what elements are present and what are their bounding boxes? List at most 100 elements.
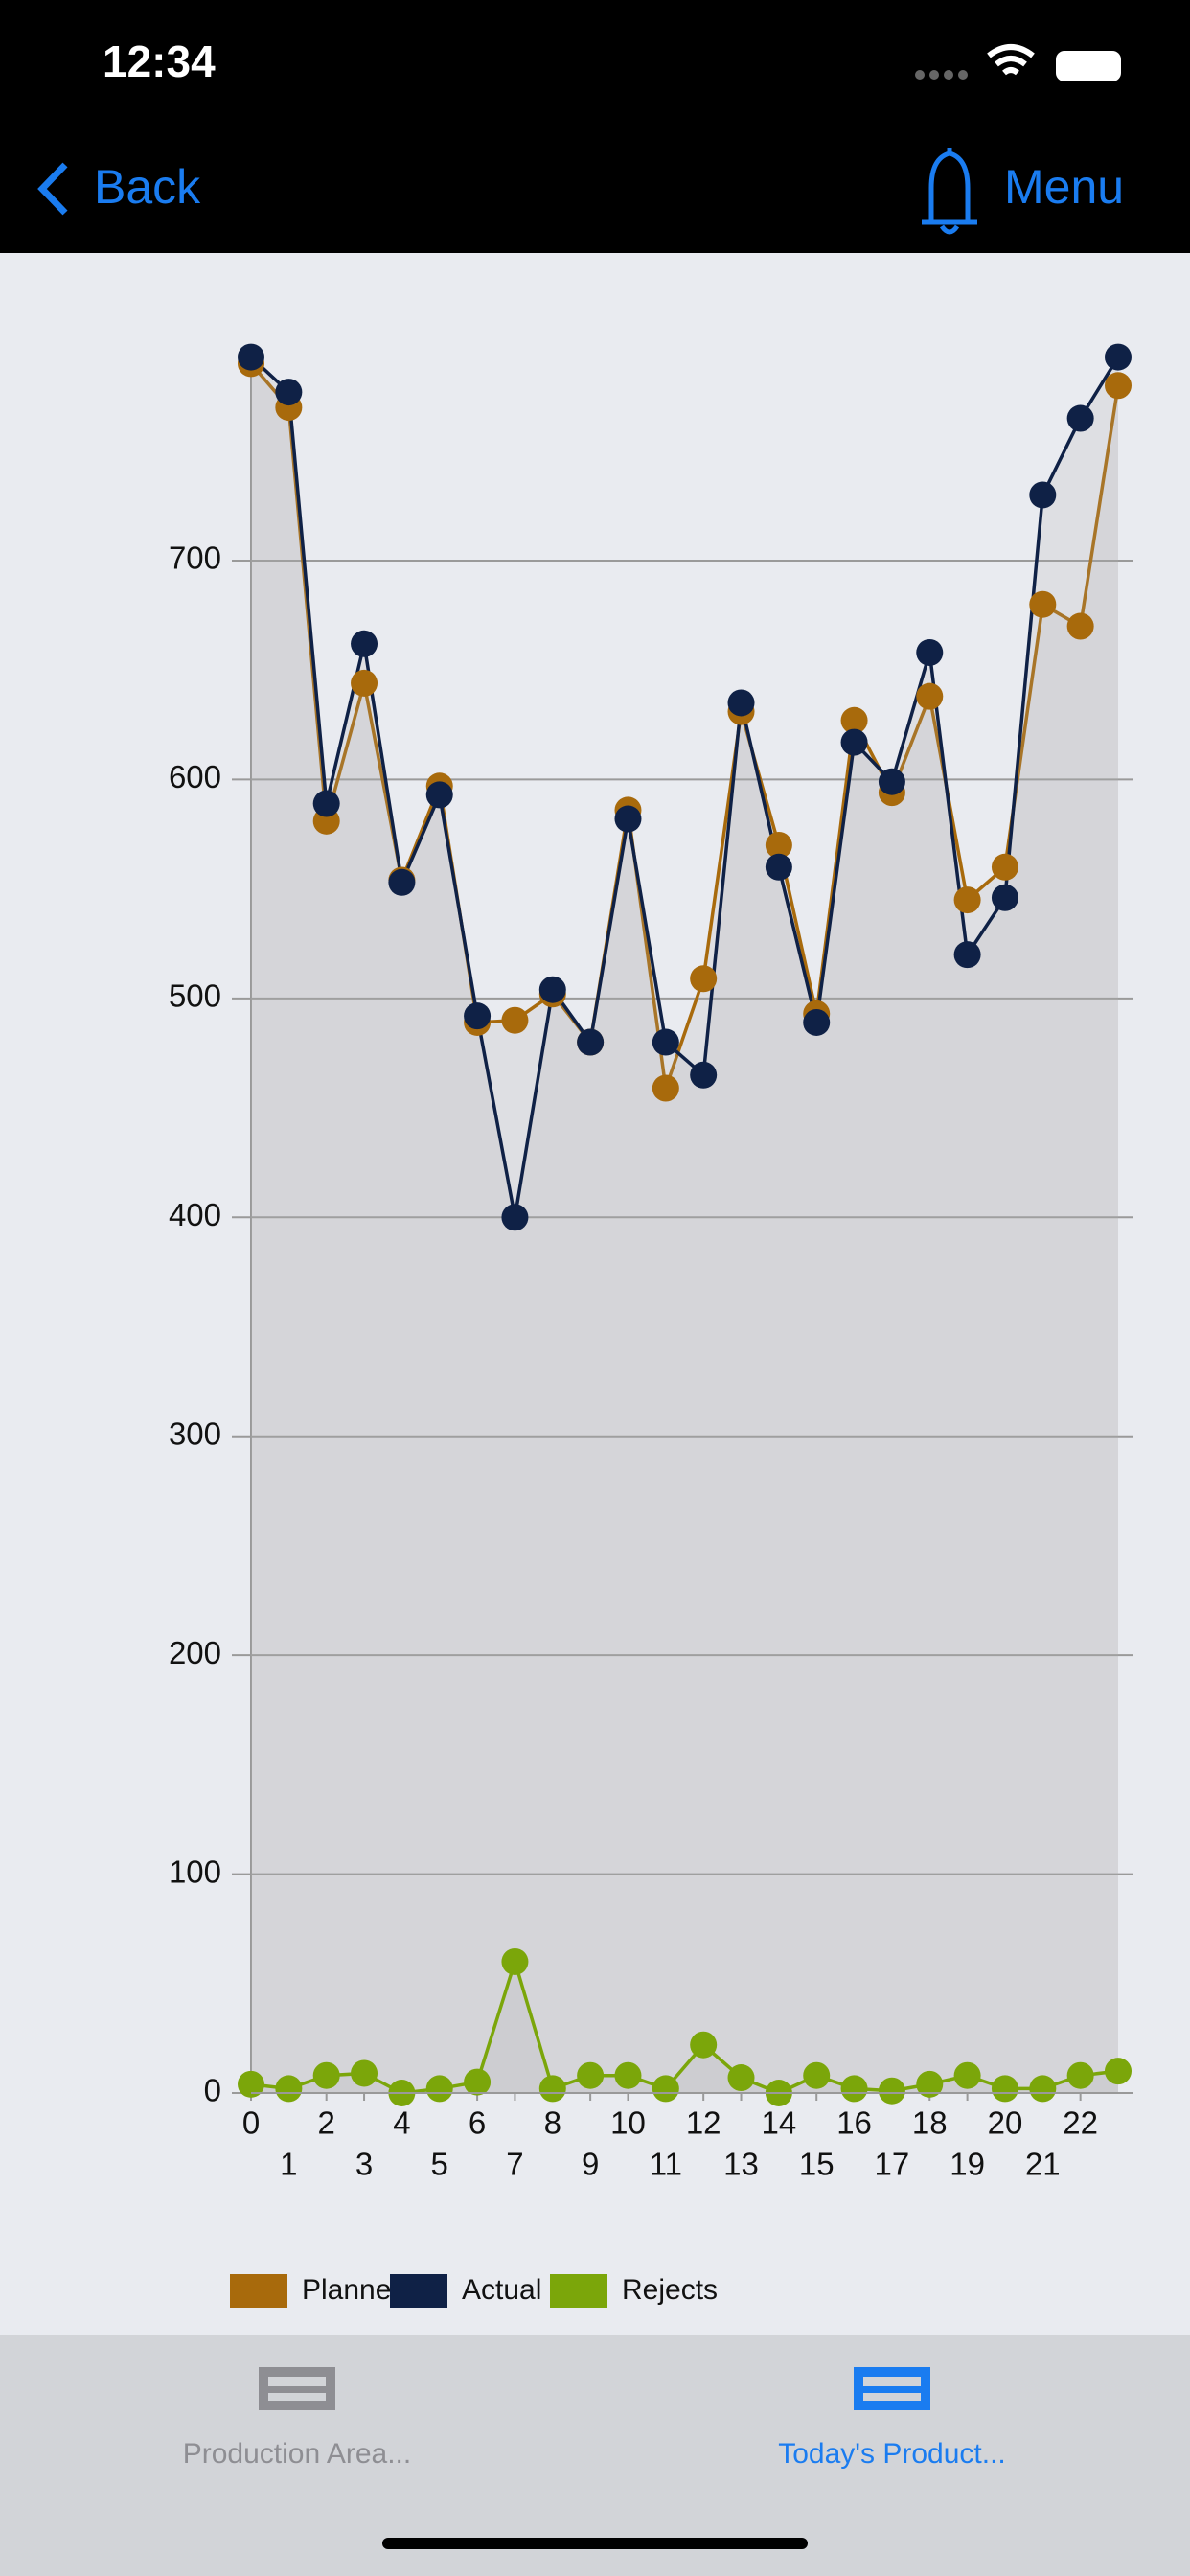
x-tick-label: 19 [950,2147,985,2182]
y-tick-label: 400 [169,1197,221,1232]
x-tick-label: 17 [875,2147,910,2182]
data-point [878,2077,905,2104]
series-area [251,356,1118,2093]
x-tick-label: 5 [431,2147,448,2182]
data-point [991,884,1018,911]
y-tick-label: 100 [169,1853,221,1889]
data-point [1029,481,1057,509]
data-point [1029,590,1057,618]
data-point [991,2075,1018,2103]
x-tick-label: 16 [836,2105,872,2141]
x-tick-label: 1 [280,2147,297,2182]
data-point [690,1061,718,1089]
data-point [538,2075,566,2103]
legend-swatch [550,2274,607,2308]
data-point [501,1204,529,1231]
x-tick-label: 22 [1063,2105,1098,2141]
data-point [1105,343,1132,371]
x-tick-label: 21 [1025,2147,1061,2182]
home-indicator [382,2538,808,2549]
data-point [840,2075,868,2103]
data-point [1105,2058,1132,2085]
data-point [840,728,868,756]
data-point [690,965,718,993]
data-point [312,790,340,817]
battery-icon [1056,51,1121,81]
x-tick-label: 14 [762,2105,797,2141]
data-point [1105,372,1132,400]
y-tick-label: 0 [204,2073,221,2108]
x-tick-label: 9 [582,2147,599,2182]
y-tick-label: 300 [169,1415,221,1451]
x-tick-label: 12 [686,2105,721,2141]
data-point [953,886,981,914]
y-tick-label: 600 [169,759,221,794]
data-point [765,853,792,881]
y-tick-label: 700 [169,540,221,576]
data-point [614,2061,642,2089]
data-point [1066,612,1094,640]
y-tick-label: 500 [169,978,221,1014]
data-point [953,941,981,969]
data-point [577,1028,605,1056]
data-point [953,2061,981,2089]
data-point [803,2061,831,2089]
data-point [991,853,1018,881]
tab-label[interactable]: Production Area... [183,2438,411,2470]
data-point [878,768,905,795]
tab-bar [0,2334,1190,2576]
data-point [916,682,944,710]
data-point [351,2059,378,2087]
tab-icon[interactable] [259,2367,335,2410]
back-button[interactable]: Back [94,160,201,214]
data-point [388,868,416,896]
data-point [351,669,378,697]
data-point [425,2075,453,2103]
data-point [425,781,453,809]
legend-swatch [230,2274,287,2308]
back-icon[interactable] [37,162,68,216]
data-point [312,2061,340,2089]
data-point [727,689,755,717]
x-tick-label: 3 [355,2147,373,2182]
x-tick-label: 13 [723,2147,759,2182]
data-point [652,1074,679,1102]
data-point [538,976,566,1003]
legend-label: Planned [302,2274,407,2306]
x-tick-label: 11 [650,2147,682,2182]
data-point [351,630,378,657]
data-point [652,2075,679,2103]
x-tick-label: 18 [912,2105,948,2141]
header-bg [0,0,1190,253]
data-point [1066,2061,1094,2089]
data-point [501,1006,529,1034]
data-point [275,2075,303,2103]
x-tick-label: 8 [544,2105,561,2141]
data-point [727,2064,755,2092]
tab-icon[interactable] [854,2367,930,2410]
data-point [916,2070,944,2098]
data-point [464,1002,492,1030]
data-point [1066,404,1094,432]
x-tick-label: 10 [610,2105,646,2141]
data-point [690,2031,718,2058]
legend-label: Actual [462,2274,541,2306]
menu-button[interactable]: Menu [1004,160,1124,214]
data-point [765,831,792,859]
data-point [501,1947,529,1975]
legend-swatch [390,2274,447,2308]
data-point [464,2068,492,2096]
tab-label[interactable]: Today's Product... [778,2438,1006,2470]
x-tick-label: 15 [799,2147,835,2182]
data-point [238,2070,264,2098]
signal [915,70,968,80]
y-tick-label: 200 [169,1635,221,1670]
bell-icon[interactable] [922,148,977,235]
x-tick-label: 6 [469,2105,486,2141]
data-point [916,638,944,666]
x-tick-label: 20 [988,2105,1023,2141]
status-time: 12:34 [103,36,216,86]
data-point [238,343,264,371]
